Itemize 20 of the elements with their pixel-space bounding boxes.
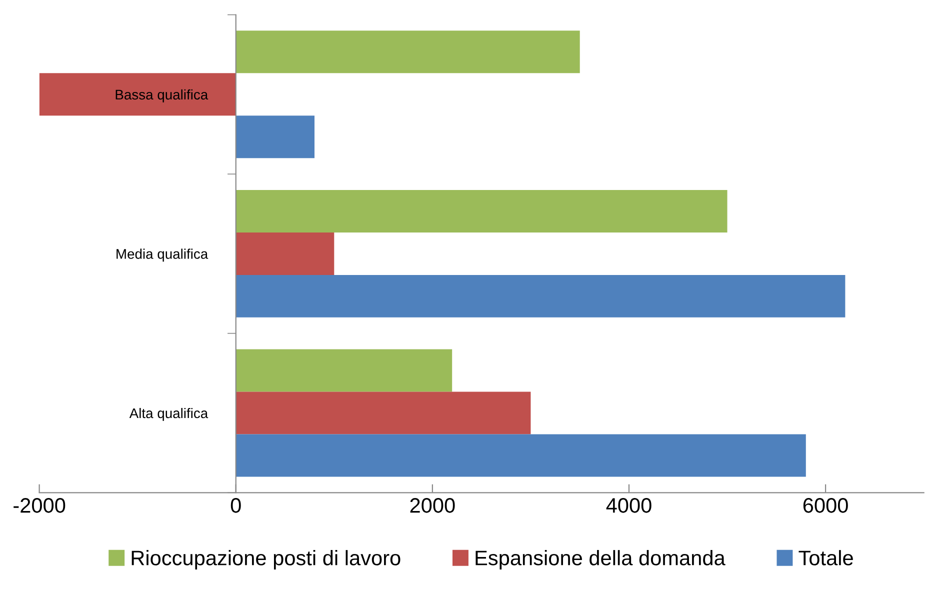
y-tick-label: Alta qualifica — [129, 408, 208, 421]
bar — [236, 30, 580, 74]
bar — [236, 232, 334, 275]
bar — [236, 190, 728, 232]
bar — [236, 392, 531, 434]
legend-label: Espansione della domanda — [476, 550, 726, 570]
bar — [236, 434, 806, 477]
x-tick-label: -2000 — [14, 498, 66, 513]
bar — [236, 116, 314, 158]
x-tick-label: 6000 — [803, 498, 848, 513]
x-tick-label: 2000 — [410, 498, 455, 513]
legend-label: Rioccupazione posti di lavoro — [132, 550, 400, 570]
x-tick-label: 0 — [230, 498, 241, 513]
legend-label: Totale — [798, 550, 853, 566]
y-tick-label: Bassa qualifica — [116, 89, 208, 102]
bar — [236, 349, 452, 392]
x-tick-label: 4000 — [606, 498, 652, 513]
y-tick-label: Media qualifica — [116, 248, 208, 262]
bar — [236, 274, 846, 318]
bar — [39, 73, 236, 116]
